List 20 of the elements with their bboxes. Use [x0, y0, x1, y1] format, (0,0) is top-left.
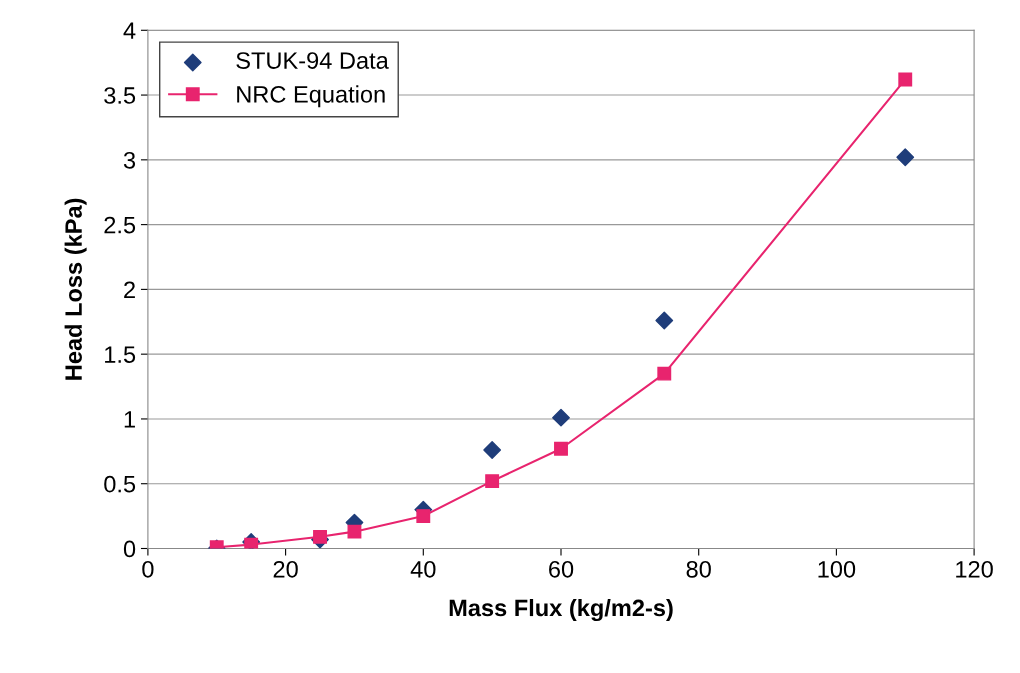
- y-tick-label: 4: [123, 22, 136, 39]
- y-tick-label: 1.5: [105, 346, 136, 363]
- y-tick-label: 3: [123, 151, 136, 169]
- y-tick-label: 3.5: [104, 87, 136, 104]
- x-tick-label: 0: [142, 560, 154, 578]
- legend-label: NRC Equation: [237, 85, 385, 108]
- x-axis-title: Mass Flux (kg/m2-s): [449, 598, 673, 622]
- y-axis-title: Head Loss (kPa): [64, 198, 87, 380]
- x-tick-label: 120: [956, 560, 993, 578]
- y-tick-label: 2: [124, 281, 135, 298]
- y-tick-label: 2.5: [104, 216, 136, 234]
- y-tick-label: 1: [124, 411, 135, 428]
- x-tick-label: 40: [410, 560, 436, 578]
- legend-label: STUK-94 Data: [236, 52, 389, 69]
- x-tick-label: 80: [686, 560, 711, 578]
- x-tick-label: 20: [273, 560, 298, 578]
- x-tick-label: 100: [818, 560, 856, 578]
- y-tick-label: 0: [123, 540, 136, 558]
- x-tick-label: 60: [549, 560, 574, 578]
- y-tick-label: 0.5: [104, 475, 136, 493]
